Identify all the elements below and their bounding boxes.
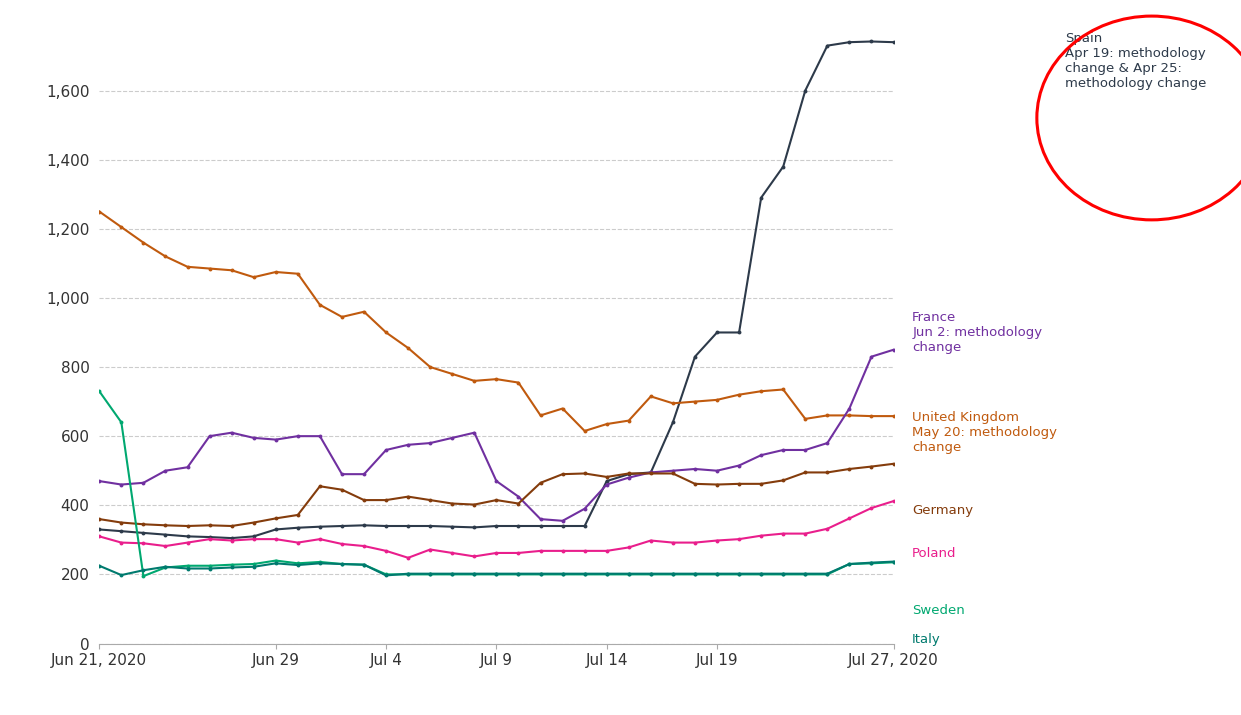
Text: France
Jun 2: methodology
change: France Jun 2: methodology change — [912, 311, 1042, 354]
Text: Germany: Germany — [912, 504, 973, 517]
Text: United Kingdom
May 20: methodology
change: United Kingdom May 20: methodology chang… — [912, 411, 1057, 454]
Text: Spain
Apr 19: methodology
change & Apr 25:
methodology change: Spain Apr 19: methodology change & Apr 2… — [1065, 32, 1206, 90]
Text: Italy: Italy — [912, 633, 941, 646]
Text: Sweden: Sweden — [912, 604, 965, 617]
Text: Poland: Poland — [912, 547, 957, 560]
